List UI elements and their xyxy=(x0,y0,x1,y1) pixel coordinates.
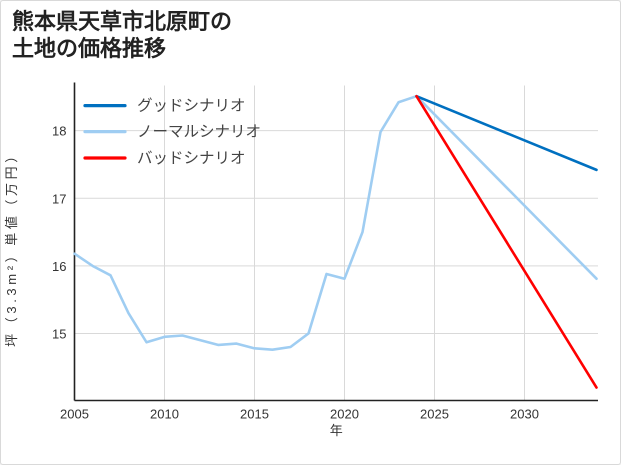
svg-text:バッドシナリオ: バッドシナリオ xyxy=(137,150,246,167)
svg-text:年: 年 xyxy=(330,423,343,438)
svg-text:2015: 2015 xyxy=(240,407,269,422)
svg-text:2030: 2030 xyxy=(510,407,539,422)
svg-text:2010: 2010 xyxy=(150,407,179,422)
svg-text:ノーマルシナリオ: ノーマルシナリオ xyxy=(137,124,261,141)
svg-text:坪（3.3m²）単値（万円）: 坪（3.3m²）単値（万円） xyxy=(4,146,19,347)
svg-text:2005: 2005 xyxy=(60,407,89,422)
svg-text:2020: 2020 xyxy=(330,407,359,422)
svg-text:15: 15 xyxy=(52,326,66,341)
svg-text:2025: 2025 xyxy=(420,407,449,422)
svg-text:16: 16 xyxy=(52,259,66,274)
svg-text:18: 18 xyxy=(52,124,66,139)
svg-text:17: 17 xyxy=(52,191,66,206)
svg-text:グッドシナリオ: グッドシナリオ xyxy=(137,97,246,115)
